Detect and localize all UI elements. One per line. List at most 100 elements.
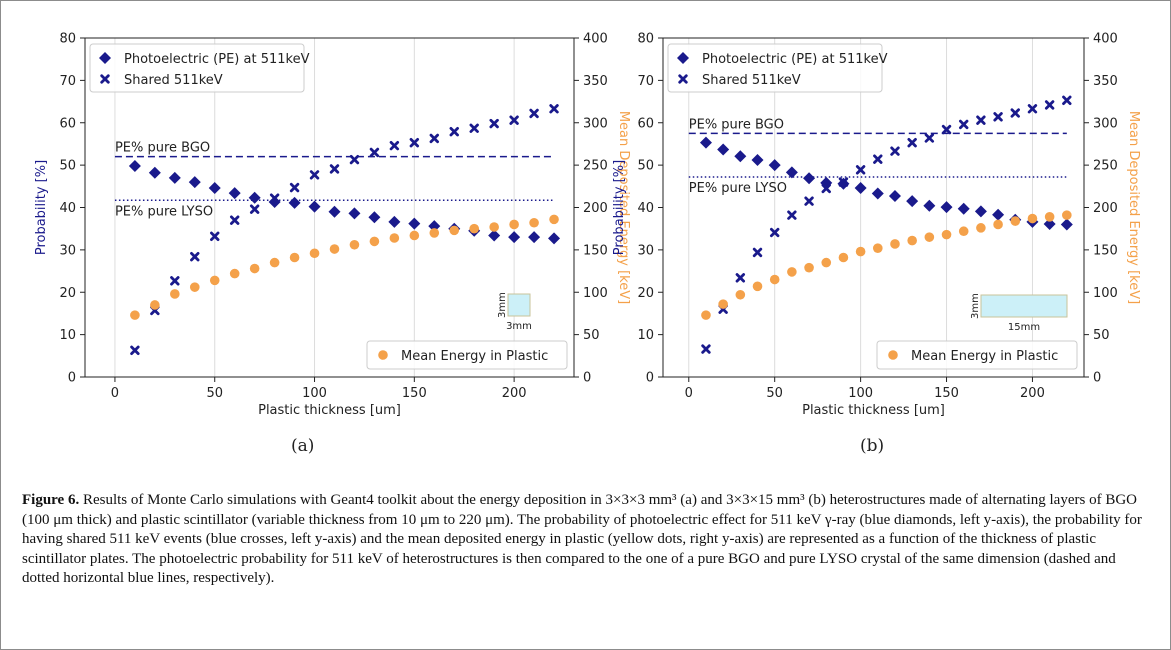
marker-b-s1-21-stroke2 <box>1062 95 1072 105</box>
y2tick-label-a-5: 250 <box>583 159 608 174</box>
marker-a-s1-19-stroke2 <box>509 115 519 125</box>
ytick-label-a-1: 10 <box>59 328 76 343</box>
inset-width-label-a: 3mm <box>506 321 532 332</box>
y2tick-label-b-8: 400 <box>1093 32 1118 47</box>
marker-b-s1-14 <box>941 124 952 135</box>
marker-a-s1-16-stroke2 <box>449 126 459 137</box>
marker-b-s0-12 <box>906 195 919 208</box>
legend-marker-pe-b <box>677 52 689 64</box>
marker-a-s1-14-stroke2 <box>409 137 420 148</box>
marker-a-s2-9 <box>309 248 320 259</box>
marker-b-s1-19-stroke2 <box>1027 104 1038 114</box>
marker-a-s0-4 <box>208 182 221 195</box>
marker-a-s1-4-stroke2 <box>210 231 220 242</box>
marker-a-s2-15 <box>429 228 440 238</box>
marker-b-s1-13 <box>924 133 935 143</box>
reference-label-b-0: PE% pure BGO <box>689 117 784 132</box>
marker-b-s1-3 <box>752 247 763 258</box>
marker-b-s0-11 <box>888 190 901 203</box>
marker-b-s2-11 <box>890 239 900 249</box>
marker-b-s0-10 <box>871 187 884 200</box>
ytick-label-a-3: 30 <box>59 243 76 258</box>
xtick-label-a-3: 150 <box>402 386 427 401</box>
y2tick-label-a-3: 150 <box>583 243 608 258</box>
marker-a-s2-6 <box>249 263 260 274</box>
xtick-label-a-4: 200 <box>502 386 527 401</box>
marker-b-s1-13-stroke2 <box>924 133 935 143</box>
marker-b-s0-9 <box>854 182 867 195</box>
marker-b-s2-17 <box>993 219 1003 230</box>
ytick-label-a-8: 80 <box>59 32 76 47</box>
marker-a-s0-20 <box>528 231 541 244</box>
panel-label-a: (a) <box>291 436 315 456</box>
marker-a-s0-7 <box>268 195 281 208</box>
marker-b-s2-6 <box>804 262 814 273</box>
marker-b-s1-21 <box>1062 95 1072 105</box>
marker-b-s1-18-stroke2 <box>1010 108 1020 118</box>
ytick-label-b-2: 20 <box>637 286 654 301</box>
xtick-label-a-2: 100 <box>302 386 327 401</box>
ytick-label-a-2: 20 <box>59 286 76 301</box>
marker-a-s1-15-stroke2 <box>429 133 439 144</box>
marker-b-s1-6-stroke2 <box>804 196 814 206</box>
inset-crystal-a <box>507 293 531 317</box>
marker-b-s0-16 <box>974 205 987 218</box>
marker-a-s1-18-stroke2 <box>489 118 499 129</box>
figure-caption: Figure 6. Results of Monte Carlo simulat… <box>22 491 1150 589</box>
marker-b-s0-20 <box>1043 218 1056 231</box>
marker-a-s2-2 <box>170 289 180 299</box>
marker-b-s1-17-stroke2 <box>993 112 1003 122</box>
marker-b-s0-1 <box>717 143 730 156</box>
marker-b-s1-0-stroke2 <box>701 344 711 354</box>
marker-a-s0-19 <box>508 231 521 244</box>
marker-a-s1-17-stroke2 <box>469 123 479 133</box>
marker-a-s1-13-stroke2 <box>389 140 400 151</box>
marker-b-s1-7 <box>821 183 831 194</box>
xtick-label-a-0: 0 <box>111 386 119 401</box>
legend-marker-shared-b-stroke2 <box>678 74 688 84</box>
marker-b-s1-20 <box>1044 100 1055 110</box>
marker-a-s2-18 <box>489 222 499 232</box>
marker-a-s2-19 <box>509 219 519 230</box>
marker-b-s1-12-stroke2 <box>907 137 917 148</box>
marker-a-s1-19 <box>509 115 519 125</box>
marker-a-s2-12 <box>369 236 380 247</box>
ytick-label-b-5: 50 <box>637 159 654 174</box>
marker-b-s1-2 <box>735 273 746 283</box>
ylabel-b: Probability [%] <box>612 160 627 255</box>
marker-b-s1-9-stroke2 <box>855 165 866 175</box>
ytick-label-a-4: 40 <box>59 201 76 216</box>
y2tick-label-a-6: 300 <box>583 116 608 131</box>
y2tick-label-a-1: 50 <box>583 328 600 343</box>
marker-a-s2-0 <box>130 310 140 320</box>
inset-height-label-a: 3mm <box>497 292 508 318</box>
marker-a-s1-3 <box>190 251 200 262</box>
marker-a-s1-14 <box>409 137 420 148</box>
marker-a-s0-15 <box>428 220 441 233</box>
marker-a-s0-8 <box>288 196 301 209</box>
marker-b-s0-17 <box>992 208 1005 221</box>
legend-label-shared-a: Shared 511keV <box>124 73 223 88</box>
inset-crystal-b <box>980 294 1068 318</box>
y2tick-label-b-5: 250 <box>1093 159 1118 174</box>
ytick-label-b-1: 10 <box>637 328 654 343</box>
y2tick-label-b-6: 300 <box>1093 116 1118 131</box>
marker-b-s0-4 <box>768 159 781 172</box>
marker-a-s2-10 <box>329 244 340 254</box>
inset-height-label-b: 3mm <box>970 293 981 319</box>
marker-b-s1-16-stroke2 <box>976 115 986 125</box>
xtick-label-b-2: 100 <box>848 386 873 401</box>
y2tick-label-b-0: 0 <box>1093 371 1101 386</box>
marker-b-s1-2-stroke2 <box>735 273 746 283</box>
legend-label-energy-b: Mean Energy in Plastic <box>911 349 1058 364</box>
marker-a-s1-18 <box>489 118 499 129</box>
marker-b-s1-10 <box>873 154 883 164</box>
marker-b-s2-4 <box>769 274 780 285</box>
marker-a-s0-10 <box>328 205 341 218</box>
ytick-label-b-6: 60 <box>637 116 654 131</box>
marker-a-s1-8-stroke2 <box>289 182 300 193</box>
marker-a-s2-13 <box>389 233 400 243</box>
marker-a-s0-0 <box>128 159 141 172</box>
marker-b-s0-14 <box>940 201 953 214</box>
marker-b-s0-2 <box>734 150 747 163</box>
